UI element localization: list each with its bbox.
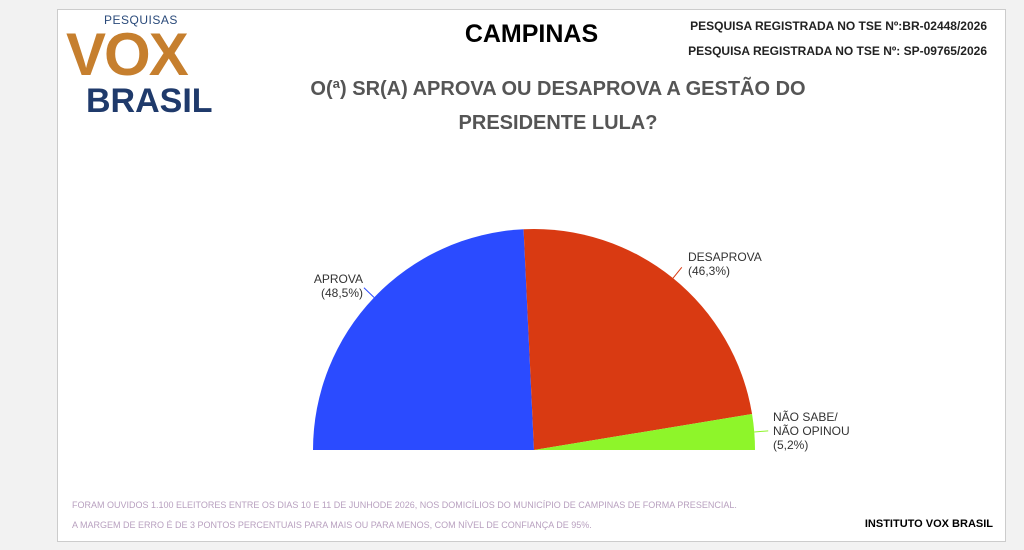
leader-line (672, 266, 683, 279)
logo-main: VOX (66, 21, 189, 88)
note: A MARGEM DE ERRO É DE 3 PONTOS PERCENTUA… (72, 520, 592, 530)
slice-label: APROVA (48,5%) (273, 272, 363, 300)
chart-subtitle: O(ª) SR(A) APROVA OU DESAPROVA A GESTÃO … (310, 78, 806, 134)
leader-line (754, 430, 769, 433)
category: APROVA (313, 272, 363, 286)
value-label: (46,3%) (688, 264, 731, 278)
category: NÃO SABE/ NÃO OPINOU (773, 410, 850, 438)
slice (523, 229, 753, 450)
registration: PESQUISA REGISTRADA NO TSE Nº:BR-02448/2… (690, 19, 987, 33)
registration: PESQUISA REGISTRADA NO TSE Nº: SP-09765/… (688, 44, 987, 58)
category: DESAPROVA (688, 250, 762, 264)
chart (313, 229, 769, 450)
slice (534, 414, 755, 450)
slice-label: DESAPROVA (46,3%) (688, 250, 778, 278)
leader-line (363, 287, 375, 298)
source: INSTITUTO VOX BRASIL (864, 518, 993, 530)
slice (313, 229, 534, 450)
chart-title: CAMPINAS (464, 20, 599, 48)
value-label: (48,5%) (320, 286, 363, 300)
value-label: (5,2%) (773, 438, 809, 452)
logo-top: PESQUISAS (104, 13, 178, 27)
panel: PESQUISAS VOX BRASIL CAMPINAS PESQUISA R… (57, 9, 1006, 542)
note: FORAM OUVIDOS 1.100 ELEITORES ENTRE OS D… (72, 500, 737, 510)
logo-bottom: BRASIL (86, 82, 213, 120)
slice-label: NÃO SABE/ NÃO OPINOU (5,2%) (773, 410, 863, 452)
